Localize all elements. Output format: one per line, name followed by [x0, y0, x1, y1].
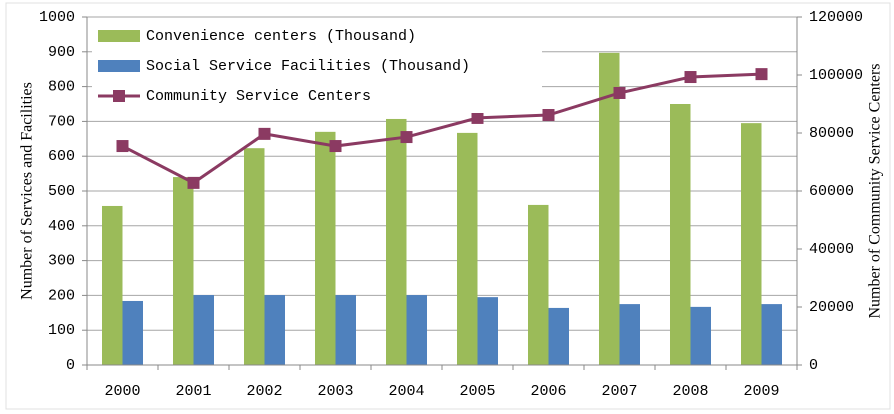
y-tick-label: 0 — [66, 357, 75, 374]
bar — [406, 295, 427, 365]
bar — [264, 295, 285, 365]
y2-tick-label: 40000 — [809, 241, 854, 258]
bar — [741, 123, 762, 365]
bar — [761, 304, 782, 365]
legend-swatch — [113, 90, 125, 102]
legend-label: Social Service Facilities (Thousand) — [146, 58, 470, 75]
x-tick-label: 2007 — [601, 383, 637, 400]
y2-tick-label: 120000 — [809, 9, 863, 26]
y2-tick-label: 60000 — [809, 183, 854, 200]
x-tick-label: 2001 — [175, 383, 211, 400]
line-marker — [258, 127, 271, 140]
y2-tick-label: 100000 — [809, 67, 863, 84]
bar — [335, 295, 356, 365]
bar — [102, 205, 123, 365]
x-tick-label: 2008 — [672, 383, 708, 400]
y-tick-label: 500 — [48, 183, 75, 200]
legend-swatch — [98, 60, 140, 72]
frame — [5, 2, 891, 410]
bar — [619, 304, 640, 365]
bar — [690, 306, 711, 365]
bar — [599, 52, 620, 366]
bar — [477, 297, 498, 365]
legend-swatch — [98, 30, 140, 42]
line-marker — [400, 131, 413, 144]
bar — [173, 177, 194, 365]
x-tick-label: 2005 — [459, 383, 495, 400]
bar — [122, 300, 143, 365]
bar — [457, 132, 478, 365]
y2-tick-label: 80000 — [809, 125, 854, 142]
y-tick-label: 1000 — [39, 9, 75, 26]
y-tick-label: 600 — [48, 148, 75, 165]
line-marker — [613, 86, 626, 99]
bar — [528, 204, 549, 365]
y2-tick-label: 20000 — [809, 299, 854, 316]
line-marker — [116, 140, 129, 153]
line-marker — [187, 176, 200, 189]
y-tick-label: 300 — [48, 253, 75, 270]
x-tick-label: 2004 — [388, 383, 424, 400]
y-tick-label: 400 — [48, 218, 75, 235]
bar — [193, 295, 214, 365]
bar — [670, 104, 691, 365]
bar — [548, 307, 569, 365]
x-tick-label: 2006 — [530, 383, 566, 400]
y2-tick-label: 0 — [809, 357, 818, 374]
legend-box — [92, 21, 542, 113]
bar — [244, 148, 265, 365]
x-tick-label: 2002 — [246, 383, 282, 400]
y-tick-label: 700 — [48, 113, 75, 130]
bar — [315, 131, 336, 365]
x-tick-label: 2009 — [743, 383, 779, 400]
x-tick-label: 2003 — [317, 383, 353, 400]
y-tick-label: 800 — [48, 79, 75, 96]
bar — [386, 118, 407, 366]
y-tick-label: 900 — [48, 44, 75, 61]
line-marker — [329, 140, 342, 153]
line-marker — [542, 109, 555, 122]
y-tick-label: 200 — [48, 287, 75, 304]
x-tick-label: 2000 — [104, 383, 140, 400]
y-tick-label: 100 — [48, 322, 75, 339]
y-axis-title: Number of Services and Facilities — [19, 82, 36, 300]
line-marker — [471, 111, 484, 124]
line — [121, 72, 762, 185]
line-marker — [684, 71, 697, 84]
legend-label: Community Service Centers — [146, 88, 371, 105]
y2-axis-title: Number of Community Service Centers — [867, 63, 884, 318]
legend-label: Convenience centers (Thousand) — [146, 28, 416, 45]
line-marker — [755, 68, 768, 81]
